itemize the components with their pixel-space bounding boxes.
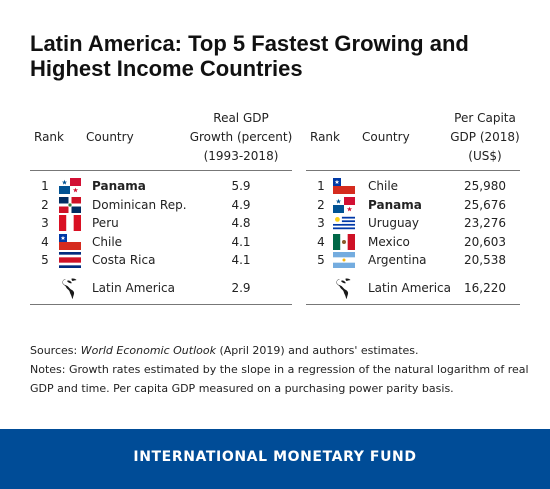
rank-cell: 1 bbox=[317, 179, 325, 193]
imf-wordmark: INTERNATIONAL MONETARY FUND bbox=[133, 449, 417, 465]
growth-table-header: Rank Country Real GDP Growth (percent) (… bbox=[30, 108, 292, 170]
table-row: 2 Panama 25,676 bbox=[306, 196, 520, 214]
table-row: 3 Peru 4.8 bbox=[30, 214, 292, 232]
rank-cell: 4 bbox=[317, 234, 325, 249]
value-cell: 4.9 bbox=[231, 197, 251, 212]
aggregate-row: Latin America 2.9 bbox=[30, 278, 292, 299]
value-cell: 4.1 bbox=[231, 253, 251, 267]
value-cell: 4.8 bbox=[231, 216, 251, 230]
globe-americas-icon bbox=[62, 278, 77, 299]
country-cell: Peru bbox=[92, 216, 119, 230]
value-cell: 4.1 bbox=[231, 234, 251, 249]
table-row: 1 Chile 25,980 bbox=[306, 177, 520, 195]
sources-line: Sources: World Economic Outlook (April 2… bbox=[30, 341, 530, 360]
country-header: Country bbox=[86, 130, 134, 144]
value-cell: 20,603 bbox=[464, 234, 506, 249]
sources-rest: (April 2019) and authors' estimates. bbox=[215, 344, 419, 357]
dominican-republic-flag bbox=[59, 196, 81, 213]
bottom-divider bbox=[30, 304, 292, 305]
country-cell: Panama bbox=[92, 179, 146, 193]
footer-banner: INTERNATIONAL MONETARY FUND bbox=[0, 429, 550, 489]
rank-header: Rank bbox=[310, 130, 340, 144]
aggregate-row: Latin America 16,220 bbox=[306, 278, 520, 299]
aggregate-value: 16,220 bbox=[464, 281, 506, 295]
uruguay-flag bbox=[333, 215, 355, 231]
panama-flag bbox=[59, 178, 81, 194]
value-cell: 25,676 bbox=[464, 197, 506, 212]
sources-publication: World Economic Outlook bbox=[80, 344, 216, 357]
bottom-divider bbox=[306, 304, 520, 305]
page-title: Latin America: Top 5 Fastest Growing and… bbox=[30, 31, 469, 81]
country-cell: Argentina bbox=[368, 253, 427, 267]
metric-header-line-3: (1993-2018) bbox=[203, 149, 279, 163]
value-cell: 20,538 bbox=[464, 253, 506, 267]
globe-americas-icon bbox=[336, 278, 351, 299]
country-header: Country bbox=[362, 130, 410, 144]
header-divider bbox=[306, 170, 520, 171]
rank-cell: 4 bbox=[41, 234, 49, 249]
argentina-flag bbox=[333, 252, 355, 268]
rank-cell: 2 bbox=[317, 197, 325, 212]
notes-text: Notes: Growth rates estimated by the slo… bbox=[30, 363, 529, 395]
peru-flag bbox=[59, 215, 81, 231]
mexico-flag bbox=[333, 233, 355, 250]
rank-cell: 3 bbox=[317, 216, 325, 230]
table-row: 3 Uruguay 23,276 bbox=[306, 214, 520, 232]
rank-cell: 1 bbox=[41, 179, 49, 193]
table-row: 4 Chile 4.1 bbox=[30, 233, 292, 251]
table-row: 2 Dominican Rep. 4.9 bbox=[30, 196, 292, 214]
rank-cell: 2 bbox=[41, 197, 49, 212]
metric-header-line-1: Per Capita bbox=[454, 111, 516, 125]
country-cell: Mexico bbox=[368, 234, 410, 249]
value-cell: 25,980 bbox=[464, 179, 506, 193]
table-row: 5 Costa Rica 4.1 bbox=[30, 251, 292, 269]
metric-header-line-1: Real GDP bbox=[213, 111, 269, 125]
aggregate-label: Latin America bbox=[368, 281, 451, 295]
value-cell: 23,276 bbox=[464, 216, 506, 230]
income-table-header: Rank Country Per Capita GDP (2018) (US$) bbox=[306, 108, 520, 170]
metric-header-line-2: GDP (2018) bbox=[450, 130, 520, 144]
value-cell: 5.9 bbox=[231, 179, 251, 193]
metric-header-line-3: (US$) bbox=[468, 149, 502, 163]
country-cell: Dominican Rep. bbox=[92, 197, 187, 212]
aggregate-value: 2.9 bbox=[231, 281, 251, 295]
rank-cell: 5 bbox=[317, 253, 325, 267]
chile-flag bbox=[333, 178, 355, 194]
country-cell: Costa Rica bbox=[92, 253, 156, 267]
country-cell: Uruguay bbox=[368, 216, 419, 230]
table-row: 1 Panama 5.9 bbox=[30, 177, 292, 195]
country-cell: Chile bbox=[368, 179, 399, 193]
panama-flag bbox=[333, 196, 355, 213]
metric-header-line-2: Growth (percent) bbox=[189, 130, 293, 144]
rank-cell: 3 bbox=[41, 216, 49, 230]
aggregate-label: Latin America bbox=[92, 281, 175, 295]
country-cell: Panama bbox=[368, 197, 422, 212]
country-cell: Chile bbox=[92, 234, 123, 249]
chile-flag bbox=[59, 233, 81, 250]
rank-cell: 5 bbox=[41, 253, 49, 267]
table-row: 4 Mexico 20,603 bbox=[306, 233, 520, 251]
header-divider bbox=[30, 170, 292, 171]
table-row: 5 Argentina 20,538 bbox=[306, 251, 520, 269]
costa-rica-flag bbox=[59, 252, 81, 268]
notes-block: Sources: World Economic Outlook (April 2… bbox=[30, 341, 530, 398]
sources-label: Sources: bbox=[30, 344, 81, 357]
rank-header: Rank bbox=[34, 130, 64, 144]
